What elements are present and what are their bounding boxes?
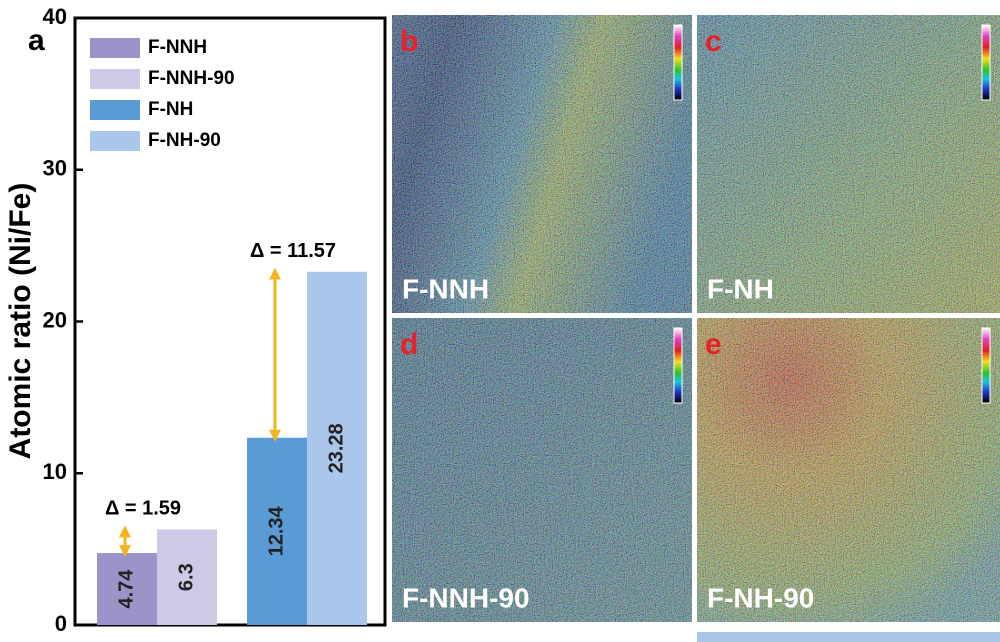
- legend-swatch: [90, 38, 140, 58]
- map-noise: [697, 318, 1000, 622]
- legend-swatch: [90, 69, 140, 89]
- y-tick-label: 0: [55, 611, 67, 636]
- annotation: Δ = 11.57: [250, 240, 336, 262]
- legend-label: F-NH-90: [148, 130, 221, 151]
- bar: [157, 529, 217, 625]
- bar: [307, 271, 367, 625]
- y-axis-title: Atomic ratio (Ni/Fe): [4, 183, 37, 460]
- value-label: 12.34: [265, 505, 287, 556]
- colorbar: [673, 327, 683, 404]
- panel-label: F-NNH: [402, 273, 489, 304]
- y-tick-label: 20: [43, 307, 67, 332]
- panel-letter: d: [400, 328, 418, 361]
- colorbar: [673, 24, 683, 101]
- bottom-strip: [697, 632, 1000, 642]
- panel-label: F-NNH-90: [402, 582, 530, 613]
- panel-label: F-NH: [707, 273, 774, 304]
- legend-swatch: [90, 131, 140, 151]
- legend-label: F-NNH: [148, 37, 207, 58]
- panel-letter: e: [705, 328, 722, 361]
- colorbar: [981, 24, 991, 101]
- panel-letter: b: [400, 25, 418, 58]
- map-noise: [392, 15, 692, 313]
- y-tick-label: 40: [43, 4, 67, 29]
- map-noise: [392, 318, 692, 622]
- panel-letter: c: [705, 25, 722, 58]
- value-label: 4.74: [115, 569, 137, 609]
- legend-swatch: [90, 100, 140, 120]
- y-tick-label: 30: [43, 156, 67, 181]
- annotation: Δ = 1.59: [105, 498, 181, 520]
- legend-label: F-NH: [148, 99, 193, 120]
- y-tick-label: 10: [43, 459, 67, 484]
- value-label: 23.28: [325, 423, 347, 473]
- panel-letter: a: [28, 24, 45, 57]
- bar: [247, 437, 307, 625]
- colorbar: [981, 327, 991, 404]
- bar: [97, 553, 157, 625]
- map-noise: [697, 15, 1000, 313]
- panel-label: F-NH-90: [707, 582, 814, 613]
- value-label: 6.3: [175, 563, 197, 591]
- legend-label: F-NNH-90: [148, 68, 235, 89]
